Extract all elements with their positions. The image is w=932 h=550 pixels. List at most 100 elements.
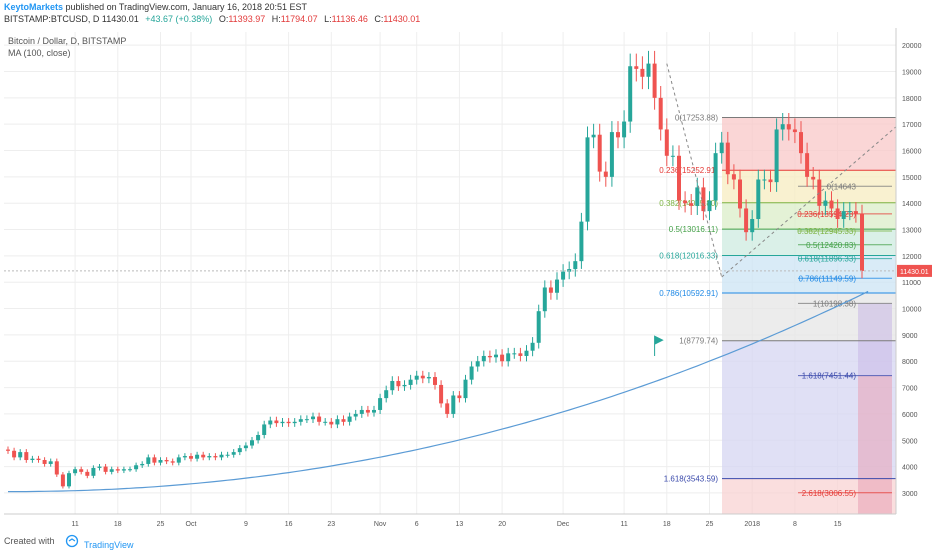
candle-body — [237, 448, 242, 453]
publisher-link[interactable]: KeytoMarkets — [4, 2, 64, 12]
candle-body — [481, 355, 486, 362]
change-value: +43.67 (+0.38%) — [145, 14, 213, 24]
x-tick-label: 6 — [415, 521, 419, 528]
candle-body — [823, 200, 828, 206]
y-tick-label: 18000 — [902, 96, 922, 103]
fib-label-right: 0(14643 — [827, 182, 857, 191]
candle-body — [365, 409, 370, 413]
candle-body — [426, 377, 431, 379]
candle-body — [530, 342, 535, 351]
candle-body — [304, 419, 309, 421]
fib-label: 0.618(12016.33) — [659, 251, 718, 260]
fib-label: 0.5(13016.11) — [669, 225, 719, 234]
open-label: O: — [218, 14, 229, 24]
candle-body — [799, 132, 803, 154]
candle-body — [176, 457, 181, 463]
candle-body — [701, 187, 706, 212]
candle-body — [109, 469, 114, 472]
candle-body — [469, 366, 474, 380]
y-tick-label: 12000 — [902, 254, 922, 261]
candle-body — [335, 419, 340, 425]
candle-body — [158, 460, 163, 463]
chart-area[interactable]: 0(17253.88) 0.236(15252.91) 0.382(14015.80… — [0, 28, 932, 534]
candle-body — [677, 155, 681, 201]
candle-body — [189, 456, 193, 459]
candle-body — [603, 171, 608, 177]
candle-body — [18, 452, 23, 458]
chart-title: Bitcoin / Dollar, D, BITSTAMP — [8, 36, 126, 46]
last-price-tag — [897, 264, 932, 277]
candle-body — [201, 454, 206, 458]
candle-body — [164, 460, 169, 462]
price-axis[interactable]: 3000 4000 5000 6000 7000 8000 9000 10000 11000 12… — [895, 28, 932, 514]
tradingview-logo[interactable]: TradingView — [64, 534, 134, 550]
tradingview-icon — [65, 534, 79, 548]
y-tick-label: 6000 — [902, 412, 918, 419]
fib-label: 1.618(3543.59) — [664, 475, 719, 484]
annotations — [4, 63, 897, 356]
candle-body — [652, 63, 657, 98]
footer: Created with TradingView — [0, 534, 932, 550]
candle-body — [609, 132, 614, 177]
candle-body — [414, 375, 419, 380]
candle-body — [341, 419, 346, 422]
y-tick-label: 15000 — [902, 175, 922, 182]
x-tick-label: 25 — [706, 521, 714, 528]
y-tick-label: 5000 — [902, 438, 918, 445]
candle-body — [719, 142, 724, 154]
candle-body — [353, 413, 358, 417]
fib-label-right: 0.786(11149.59) — [798, 274, 856, 283]
candle-body — [6, 449, 10, 451]
candle-body — [512, 353, 517, 355]
candle-body — [713, 153, 718, 201]
candles — [6, 50, 864, 489]
high-label: H: — [271, 14, 281, 24]
y-tick-label: 13000 — [902, 228, 922, 235]
candle-body — [146, 457, 151, 464]
indicator-label: MA (100, close) — [8, 48, 71, 58]
candle-body — [561, 271, 566, 280]
candle-body — [731, 174, 736, 180]
candle-body — [548, 287, 553, 293]
candle-body — [853, 211, 858, 214]
candle-body — [390, 380, 395, 391]
candle-body — [494, 354, 498, 358]
x-tick-label: Dec — [557, 521, 570, 528]
price-chart[interactable]: 0(17253.88) 0.236(15252.91) 0.382(14015.80… — [0, 28, 932, 534]
last-price: 11430.01 — [101, 14, 139, 24]
candle-body — [170, 461, 175, 463]
flag-icon — [654, 335, 664, 356]
x-tick-label: Nov — [374, 521, 387, 528]
x-tick-label: 11 — [71, 521, 78, 528]
candle-body — [329, 421, 334, 425]
candle-body — [646, 63, 651, 77]
candle-body — [622, 121, 627, 138]
x-tick-label: 2018 — [744, 521, 760, 528]
x-tick-label: Oct — [186, 521, 197, 528]
candle-body — [54, 461, 59, 475]
y-tick-label: 8000 — [902, 359, 918, 366]
fib-label-right: 1.618(7451.44) — [802, 372, 857, 381]
candle-body — [567, 269, 572, 272]
candle-body — [396, 380, 401, 387]
candle-body — [756, 179, 761, 220]
candle-body — [811, 176, 816, 180]
fib-label-right: 0.382(12945.33) — [797, 227, 856, 236]
candle-body — [573, 261, 578, 270]
candle-body — [402, 384, 407, 387]
symbol-label: BITSTAMP:BTCUSD, D — [4, 14, 100, 24]
candle-body — [762, 179, 767, 181]
candle-body — [555, 279, 559, 293]
x-tick-label: 20 — [498, 521, 506, 528]
fib-zones — [722, 117, 896, 514]
time-axis[interactable]: 11 18 25 Oct 9 16 23 Nov 6 13 20 Dec 11 18 25 2018 8 15 — [4, 513, 896, 528]
candle-body — [835, 208, 840, 220]
candle-body — [286, 421, 291, 424]
trend-dashed — [666, 63, 723, 278]
fib-label-right: 0.236(13594.28) — [797, 210, 856, 219]
fib-label: 0(17253.88) — [675, 113, 718, 122]
y-tick-label: 11000 — [902, 280, 921, 287]
candle-body — [317, 416, 322, 422]
candle-body — [585, 137, 590, 222]
candle-body — [792, 129, 797, 133]
